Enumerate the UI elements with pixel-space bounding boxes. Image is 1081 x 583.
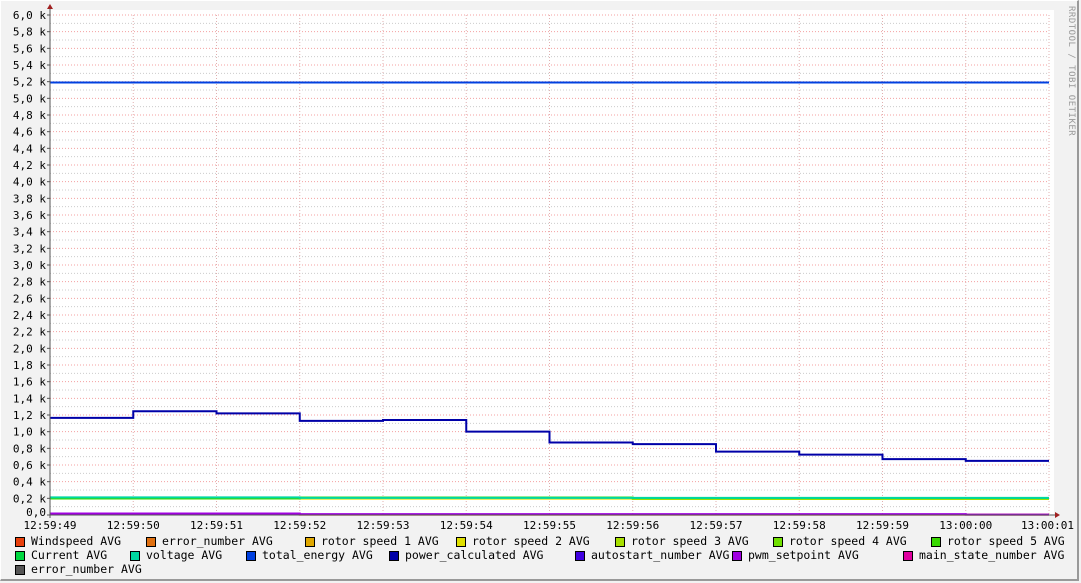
legend-swatch (903, 550, 913, 561)
legend-item: rotor speed 4 AVG (773, 535, 907, 548)
series-line (50, 496, 1049, 499)
legend-label: rotor speed 2 AVG (472, 534, 590, 548)
y-tick-label: 3,0 k (13, 259, 46, 272)
x-tick-label: 12:59:55 (523, 519, 576, 532)
x-tick-label: 13:00:01 (1021, 519, 1074, 532)
x-axis-arrow-icon (1055, 512, 1060, 518)
legend-item: voltage AVG (130, 549, 222, 562)
legend-item: pwm_setpoint AVG (732, 549, 859, 562)
y-tick-label: 1,2 k (13, 409, 46, 422)
legend-swatch (305, 536, 315, 547)
y-tick-label: 5,0 k (13, 92, 46, 105)
x-tick-label: 12:59:50 (107, 519, 160, 532)
y-tick-label: 3,8 k (13, 192, 46, 205)
legend-label: rotor speed 5 AVG (947, 534, 1065, 548)
legend-swatch (146, 536, 156, 547)
y-tick-label: 3,6 k (13, 209, 46, 222)
legend-label: error_number AVG (31, 562, 142, 576)
y-tick-label: 2,0 k (13, 342, 46, 355)
series-line (50, 512, 1049, 516)
legend-swatch (246, 550, 256, 561)
legend-item: main_state_number AVG (903, 549, 1064, 562)
x-tick-label: 12:59:49 (24, 519, 77, 532)
legend-item: power_calculated AVG (389, 549, 543, 562)
legend-item: autostart_number AVG (575, 549, 729, 562)
legend-item: total_energy AVG (246, 549, 373, 562)
y-tick-label: 1,4 k (13, 392, 46, 405)
legend-label: pwm_setpoint AVG (748, 548, 859, 562)
legend-swatch (615, 536, 625, 547)
legend-label: autostart_number AVG (591, 548, 730, 562)
y-tick-label: 4,4 k (13, 142, 46, 155)
legend-swatch (389, 550, 399, 561)
legend-swatch (931, 536, 941, 547)
y-tick-label: 2,6 k (13, 292, 46, 305)
legend-swatch (575, 550, 585, 561)
x-tick-label: 13:00:00 (939, 519, 992, 532)
y-tick-label: 5,4 k (13, 59, 46, 72)
legend-item: rotor speed 3 AVG (615, 535, 749, 548)
x-tick-label: 12:59:54 (440, 519, 493, 532)
legend-swatch (456, 536, 466, 547)
legend-swatch (773, 536, 783, 547)
y-tick-label: 4,6 k (13, 126, 46, 139)
series-line (50, 410, 1049, 462)
y-axis-arrow-icon (47, 4, 53, 9)
legend-label: total_energy AVG (262, 548, 373, 562)
y-tick-label: 2,2 k (13, 326, 46, 339)
y-tick-label: 4,8 k (13, 109, 46, 122)
x-tick-label: 12:59:57 (690, 519, 743, 532)
y-tick-label: 4,0 k (13, 176, 46, 189)
y-tick-label: 0,0 (26, 506, 46, 519)
legend-item: rotor speed 1 AVG (305, 535, 439, 548)
legend-swatch (15, 550, 25, 561)
legend-item: error_number AVG (146, 535, 273, 548)
y-tick-label: 6,0 k (13, 9, 46, 22)
legend-item: Windspeed AVG (15, 535, 121, 548)
y-tick-label: 0,8 k (13, 442, 46, 455)
legend-label: Current AVG (31, 548, 108, 562)
y-tick-label: 1,8 k (13, 359, 46, 372)
x-tick-label: 12:59:58 (773, 519, 826, 532)
legend-label: main_state_number AVG (919, 548, 1065, 562)
legend-label: voltage AVG (146, 548, 223, 562)
x-tick-label: 12:59:56 (606, 519, 659, 532)
watermark: RRDTOOL / TOBI OETIKER (1066, 6, 1076, 137)
y-tick-label: 2,4 k (13, 309, 46, 322)
y-tick-label: 2,8 k (13, 276, 46, 289)
legend-item: error_number AVG (15, 563, 142, 576)
legend-label: rotor speed 4 AVG (789, 534, 907, 548)
y-tick-label: 4,2 k (13, 159, 46, 172)
y-tick-label: 0,4 k (13, 476, 46, 489)
x-tick-label: 12:59:51 (190, 519, 243, 532)
legend-label: rotor speed 3 AVG (631, 534, 749, 548)
y-tick-label: 1,6 k (13, 376, 46, 389)
y-tick-label: 1,0 k (13, 426, 46, 439)
x-tick-label: 12:59:52 (273, 519, 326, 532)
legend-label: rotor speed 1 AVG (321, 534, 439, 548)
legend-item: rotor speed 2 AVG (456, 535, 590, 548)
plot-area (50, 10, 1054, 515)
x-tick-label: 12:59:53 (357, 519, 410, 532)
legend-swatch (15, 564, 25, 575)
y-tick-label: 5,8 k (13, 26, 46, 39)
y-tick-label: 5,6 k (13, 42, 46, 55)
y-tick-label: 0,2 k (13, 492, 46, 505)
legend-label: Windspeed AVG (31, 534, 122, 548)
legend-label: error_number AVG (162, 534, 273, 548)
y-tick-label: 5,2 k (13, 76, 46, 89)
legend-swatch (732, 550, 742, 561)
x-tick-label: 12:59:59 (856, 519, 909, 532)
legend-label: power_calculated AVG (405, 548, 544, 562)
y-tick-label: 0,6 k (13, 459, 46, 472)
y-tick-label: 3,2 k (13, 242, 46, 255)
legend-item: Current AVG (15, 549, 107, 562)
legend-item: rotor speed 5 AVG (931, 535, 1065, 548)
legend-swatch (130, 550, 140, 561)
y-tick-label: 3,4 k (13, 226, 46, 239)
legend-swatch (15, 536, 25, 547)
